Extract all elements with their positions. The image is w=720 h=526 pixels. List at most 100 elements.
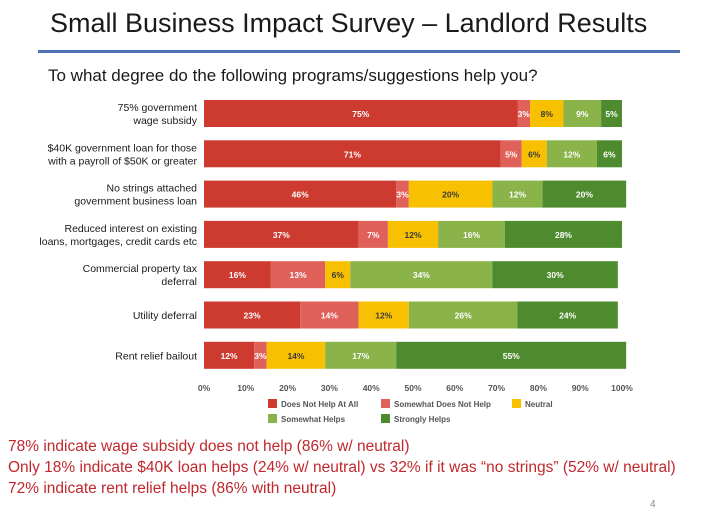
data-label: 28% bbox=[555, 230, 572, 240]
legend-label: Strongly Helps bbox=[394, 415, 451, 424]
bar-segment bbox=[530, 100, 564, 127]
legend-swatch bbox=[268, 414, 277, 423]
data-label: 16% bbox=[229, 270, 246, 280]
x-tick-label: 100% bbox=[611, 383, 633, 393]
data-label: 6% bbox=[332, 270, 345, 280]
data-label: 17% bbox=[352, 351, 369, 361]
data-label: 20% bbox=[442, 190, 459, 200]
bar-segment bbox=[517, 100, 531, 127]
category-label: No strings attached bbox=[107, 183, 198, 195]
data-label: 23% bbox=[244, 311, 261, 321]
data-label: 5% bbox=[505, 149, 518, 159]
bar-segment bbox=[521, 140, 547, 168]
data-label: 55% bbox=[503, 351, 520, 361]
data-label: 12% bbox=[563, 149, 580, 159]
bar-segment bbox=[546, 140, 597, 168]
data-label: 12% bbox=[509, 190, 526, 200]
bar-segment bbox=[492, 261, 618, 289]
data-label: 3% bbox=[396, 190, 409, 200]
bar-segment bbox=[438, 220, 505, 248]
category-label: loans, mortgages, credit cards etc bbox=[39, 236, 197, 248]
category-label: Commercial property tax bbox=[83, 263, 198, 275]
bar-segment bbox=[266, 341, 326, 369]
data-label: 5% bbox=[605, 109, 618, 119]
data-label: 34% bbox=[413, 270, 430, 280]
finding-loan: Only 18% indicate $40K loan helps (24% w… bbox=[8, 459, 676, 476]
data-label: 30% bbox=[547, 270, 564, 280]
bar-segment bbox=[408, 301, 518, 329]
bar-segment bbox=[358, 301, 409, 329]
legend-swatch bbox=[512, 399, 521, 408]
data-label: 9% bbox=[576, 109, 589, 119]
bar-segment bbox=[350, 261, 493, 289]
bar-segment bbox=[492, 180, 543, 208]
category-label: wage subsidy bbox=[132, 115, 197, 127]
x-tick-label: 10% bbox=[237, 383, 254, 393]
data-label: 3% bbox=[254, 351, 267, 361]
x-tick-label: 70% bbox=[488, 383, 505, 393]
bar-segment bbox=[500, 140, 522, 168]
legend-label: Does Not Help At All bbox=[281, 400, 358, 409]
bar-segment bbox=[517, 301, 618, 329]
survey-question: To what degree do the following programs… bbox=[48, 66, 538, 85]
bar-segment bbox=[542, 180, 627, 208]
bar-segment bbox=[601, 100, 622, 127]
legend-swatch bbox=[268, 399, 277, 408]
data-label: 7% bbox=[367, 230, 380, 240]
data-label: 12% bbox=[221, 351, 238, 361]
finding-rent-relief: 72% indicate rent relief helps (86% with… bbox=[8, 480, 337, 497]
category-label: $40K government loan for those bbox=[48, 142, 198, 154]
bar-segment bbox=[325, 341, 397, 369]
bar-segment bbox=[204, 180, 397, 208]
bar-segment bbox=[408, 180, 493, 208]
data-label: 46% bbox=[292, 190, 309, 200]
bar-segment bbox=[325, 261, 351, 289]
legend-label: Somewhat Helps bbox=[281, 415, 346, 424]
bar-segment bbox=[204, 140, 501, 168]
data-label: 26% bbox=[455, 311, 472, 321]
key-findings: 78% indicate wage subsidy does not help … bbox=[8, 436, 716, 499]
x-tick-label: 20% bbox=[279, 383, 296, 393]
category-label: 75% government bbox=[118, 102, 197, 114]
page-number: 4 bbox=[650, 499, 656, 510]
data-label: 14% bbox=[321, 311, 338, 321]
data-label: 16% bbox=[463, 230, 480, 240]
bar-segment bbox=[204, 100, 518, 127]
bar-segment bbox=[396, 180, 409, 208]
category-label: Utility deferral bbox=[133, 310, 197, 322]
bar-segment bbox=[596, 140, 622, 168]
legend-swatch bbox=[381, 414, 390, 423]
x-tick-label: 40% bbox=[363, 383, 380, 393]
bar-segment bbox=[300, 301, 359, 329]
data-label: 6% bbox=[603, 149, 616, 159]
data-label: 3% bbox=[518, 109, 531, 119]
legend-swatch bbox=[381, 399, 390, 408]
bar-segment bbox=[204, 301, 301, 329]
data-label: 8% bbox=[541, 109, 554, 119]
category-label: Reduced interest on existing bbox=[65, 223, 198, 235]
x-tick-label: 50% bbox=[404, 383, 421, 393]
bar-segment bbox=[204, 261, 271, 289]
bar-segment bbox=[270, 261, 326, 289]
category-label: Rent relief bailout bbox=[115, 350, 197, 362]
data-label: 12% bbox=[404, 230, 421, 240]
legend-label: Somewhat Does Not Help bbox=[394, 400, 491, 409]
finding-wage-subsidy: 78% indicate wage subsidy does not help … bbox=[8, 438, 410, 455]
data-label: 14% bbox=[287, 351, 304, 361]
category-label: government business loan bbox=[74, 196, 197, 208]
legend-label: Neutral bbox=[525, 400, 553, 409]
bar-segment bbox=[504, 220, 622, 248]
bar-segment bbox=[396, 341, 627, 369]
x-tick-label: 90% bbox=[572, 383, 589, 393]
bar-segment bbox=[204, 220, 359, 248]
data-label: 20% bbox=[576, 190, 593, 200]
data-label: 71% bbox=[344, 149, 361, 159]
bar-segment bbox=[563, 100, 602, 127]
bar-segment bbox=[358, 220, 388, 248]
bar-segment bbox=[204, 341, 255, 369]
x-tick-label: 80% bbox=[530, 383, 547, 393]
x-tick-label: 60% bbox=[446, 383, 463, 393]
x-tick-label: 30% bbox=[321, 383, 338, 393]
data-label: 75% bbox=[352, 109, 369, 119]
bar-segment bbox=[387, 220, 439, 248]
